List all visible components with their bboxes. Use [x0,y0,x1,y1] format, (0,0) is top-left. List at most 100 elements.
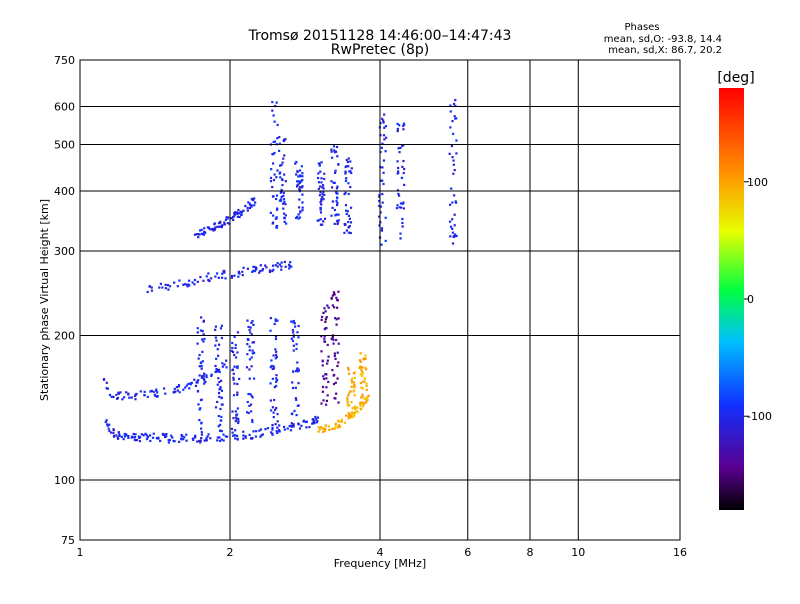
colorbar-tick-label: 0 [747,293,754,306]
data-point [334,425,337,428]
data-point [222,439,225,442]
data-point [292,335,295,338]
data-point [134,433,137,436]
data-point [236,365,239,368]
y-ticks: 75 100 200 300 400 500 600 750 [54,54,75,547]
data-point [198,374,201,377]
data-point [381,117,384,120]
data-point [379,205,383,208]
data-point [350,400,353,404]
data-point [250,204,253,207]
data-point [199,275,202,279]
data-point [200,376,203,379]
data-point [454,201,458,204]
data-point [245,366,249,369]
data-point [273,398,276,402]
data-point [322,377,326,381]
data-point [247,325,250,329]
data-point [198,408,201,411]
data-point [217,414,220,418]
data-point [184,386,187,389]
data-point [246,400,249,404]
data-point [118,434,121,438]
data-point [241,274,244,277]
data-point [148,434,152,437]
data-point [347,393,350,397]
data-point [269,176,273,180]
data-point [294,162,297,165]
data-point [276,169,279,172]
data-point [275,216,278,219]
data-point [348,217,351,220]
data-point [272,178,276,182]
data-point [320,181,323,184]
data-point [201,338,204,341]
data-point [183,436,186,439]
data-point [325,386,328,389]
data-point [153,393,156,396]
data-point [272,195,275,198]
data-point [246,342,249,346]
data-point [298,198,301,201]
data-point [232,434,235,437]
data-point [320,350,323,353]
data-point [361,395,364,398]
data-point [384,125,388,128]
data-point [333,208,337,212]
data-point [453,224,456,227]
data-point [344,165,347,169]
x-ticks: 1 2 4 6 8 10 16 [77,546,688,559]
data-point [344,223,347,226]
data-point [264,428,267,431]
data-point [299,175,302,178]
data-point [290,422,293,425]
data-point [322,198,325,201]
data-point [215,339,218,342]
data-point [196,327,199,330]
data-point [152,390,155,393]
phase-stats-heading: Phases [624,22,659,33]
data-point [298,216,302,219]
data-point [380,146,383,149]
data-point [383,138,386,141]
data-point [269,399,272,402]
data-point [248,349,251,352]
data-point [320,199,323,203]
data-point [297,183,300,186]
data-point [319,207,322,210]
data-point [154,394,157,398]
data-point [300,180,303,183]
data-point [321,359,324,362]
data-point [335,296,338,299]
data-point [381,166,384,169]
data-point [231,274,234,278]
data-point [338,425,342,428]
data-point [246,206,249,210]
data-point [360,401,363,404]
data-point [236,212,239,216]
data-point [216,436,219,439]
data-point [290,320,293,323]
data-point [322,187,325,190]
data-point [351,416,354,419]
data-point [383,126,386,129]
data-point [382,171,385,174]
data-point [203,382,206,385]
data-point [300,165,303,168]
x-tick-label: 10 [571,546,585,559]
data-point [237,208,240,212]
data-point [302,419,306,422]
data-point [294,369,298,373]
data-point [381,192,384,196]
data-point [401,165,404,168]
data-point [237,421,240,425]
data-point [193,233,197,236]
data-point [349,206,353,209]
data-point [293,322,296,325]
data-point [145,433,148,437]
data-point [347,231,351,234]
data-point [283,217,286,220]
data-point [204,380,207,384]
data-point [274,348,277,351]
